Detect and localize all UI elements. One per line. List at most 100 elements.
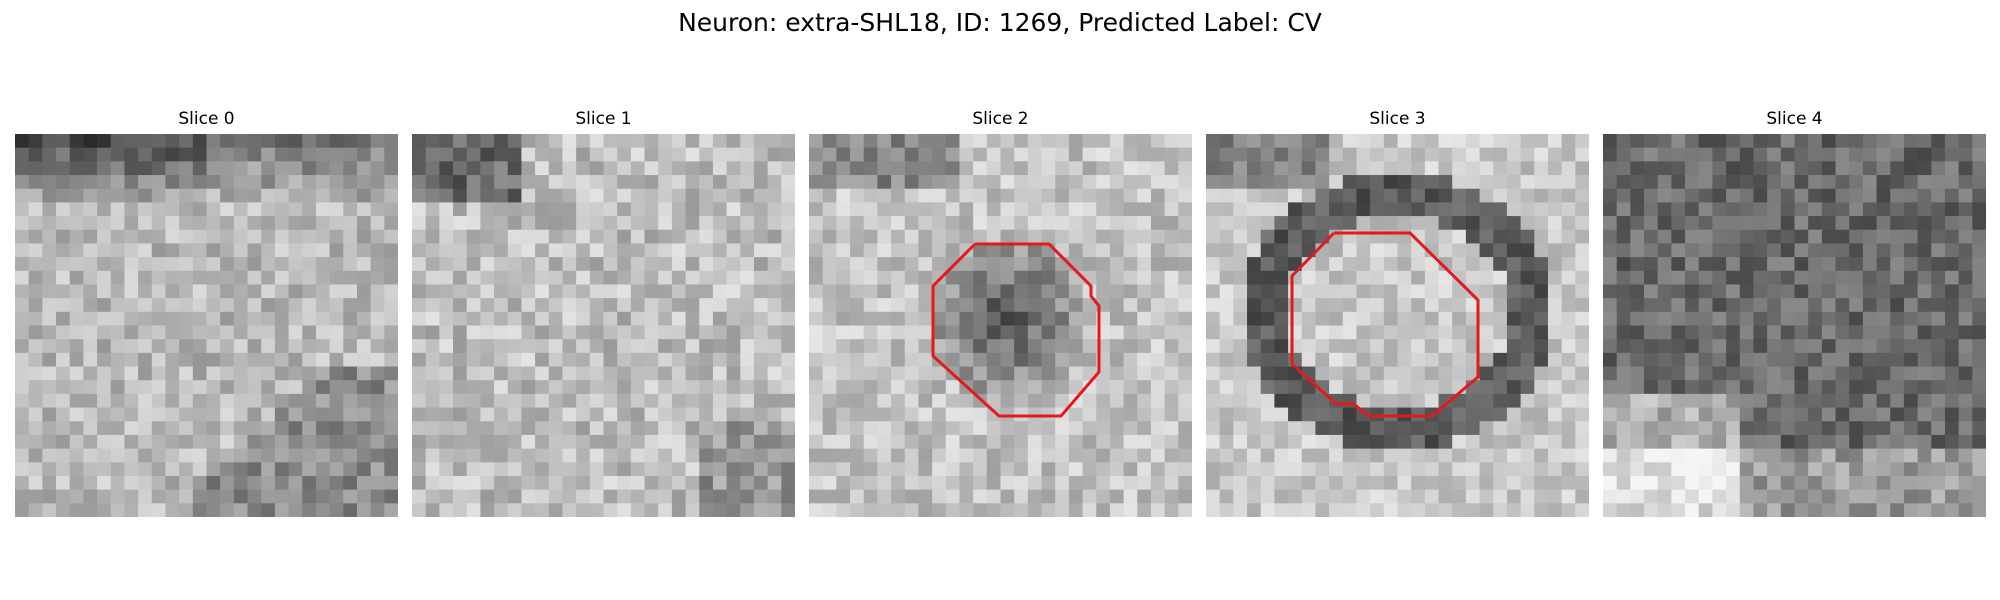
pixel [1027,421,1043,436]
pixel [274,202,290,217]
pixel [603,161,618,176]
pixel [1972,475,1986,491]
pixel [630,270,646,286]
pixel [1917,175,1932,190]
pixel [904,229,920,245]
pixel [740,380,755,395]
pixel [1726,339,1741,354]
pixel [1465,448,1481,463]
pixel [1274,421,1289,436]
pixel [1109,393,1125,409]
pixel [274,134,290,149]
pixel [206,393,221,409]
pixel [1315,462,1330,477]
pixel [1082,325,1097,340]
pixel [1438,462,1453,477]
pixel [97,257,112,272]
pixel [1685,311,1700,327]
pixel [1068,161,1084,176]
pixel [343,339,358,354]
pixel [1958,352,1973,368]
pixel [480,366,495,381]
pixel [439,202,454,217]
pixel [1835,147,1850,162]
pixel [959,462,974,477]
pixel [548,243,564,258]
pixel [1055,448,1070,463]
pixel [1041,352,1056,368]
pixel [685,216,700,231]
pixel [1726,284,1741,299]
pixel [1137,270,1152,286]
pixel [343,284,358,299]
pixel [781,325,795,340]
pixel [877,270,892,286]
pixel [1150,366,1166,381]
pixel [1274,202,1289,217]
pixel [1547,352,1563,368]
pixel [726,229,741,245]
pixel [1657,366,1672,381]
pixel [124,284,139,299]
pixel [1438,407,1453,422]
pixel [1178,475,1192,491]
pixel [671,325,687,340]
pixel [1739,175,1755,190]
pixel [1329,325,1344,340]
pixel [1206,216,1221,231]
pixel [110,188,126,203]
pixel [356,448,372,463]
pixel [42,311,57,327]
pixel [1547,134,1563,149]
pixel [1630,339,1645,354]
pixel [1958,284,1973,299]
pixel [1917,270,1932,286]
pixel [151,393,167,409]
pixel [1109,134,1125,149]
pixel [891,434,906,450]
pixel [1383,161,1399,176]
pixel [712,257,728,272]
pixel [1616,243,1631,258]
pixel [1315,407,1330,422]
pixel [658,462,673,477]
pixel [1315,503,1330,517]
pixel [1862,175,1878,190]
pixel [1096,462,1111,477]
pixel [1698,448,1714,463]
pixel [507,352,523,368]
pixel [1644,448,1659,463]
pixel [97,311,112,327]
pixel [1698,284,1714,299]
pixel [576,229,591,245]
pixel [1137,503,1152,517]
pixel [1397,175,1412,190]
pixel [425,298,440,313]
pixel [1603,147,1618,162]
pixel [412,147,427,162]
pixel [562,448,577,463]
pixel [466,284,481,299]
pixel [850,257,865,272]
pixel [644,339,659,354]
pixel [1000,134,1015,149]
pixel [1342,421,1358,436]
pixel [1109,202,1125,217]
pixel [1712,202,1727,217]
pixel [1903,202,1919,217]
pixel [1561,448,1576,463]
pixel [1123,298,1138,313]
pixel [1219,339,1234,354]
pixel [1575,202,1589,217]
pixel [712,352,728,368]
pixel [1479,311,1494,327]
pixel [343,134,358,149]
pixel [822,380,837,395]
pixel [15,393,30,409]
pixel [644,434,659,450]
pixel [315,393,331,409]
pixel [1164,161,1179,176]
pixel [42,202,57,217]
pixel [1260,147,1275,162]
pixel [425,366,440,381]
